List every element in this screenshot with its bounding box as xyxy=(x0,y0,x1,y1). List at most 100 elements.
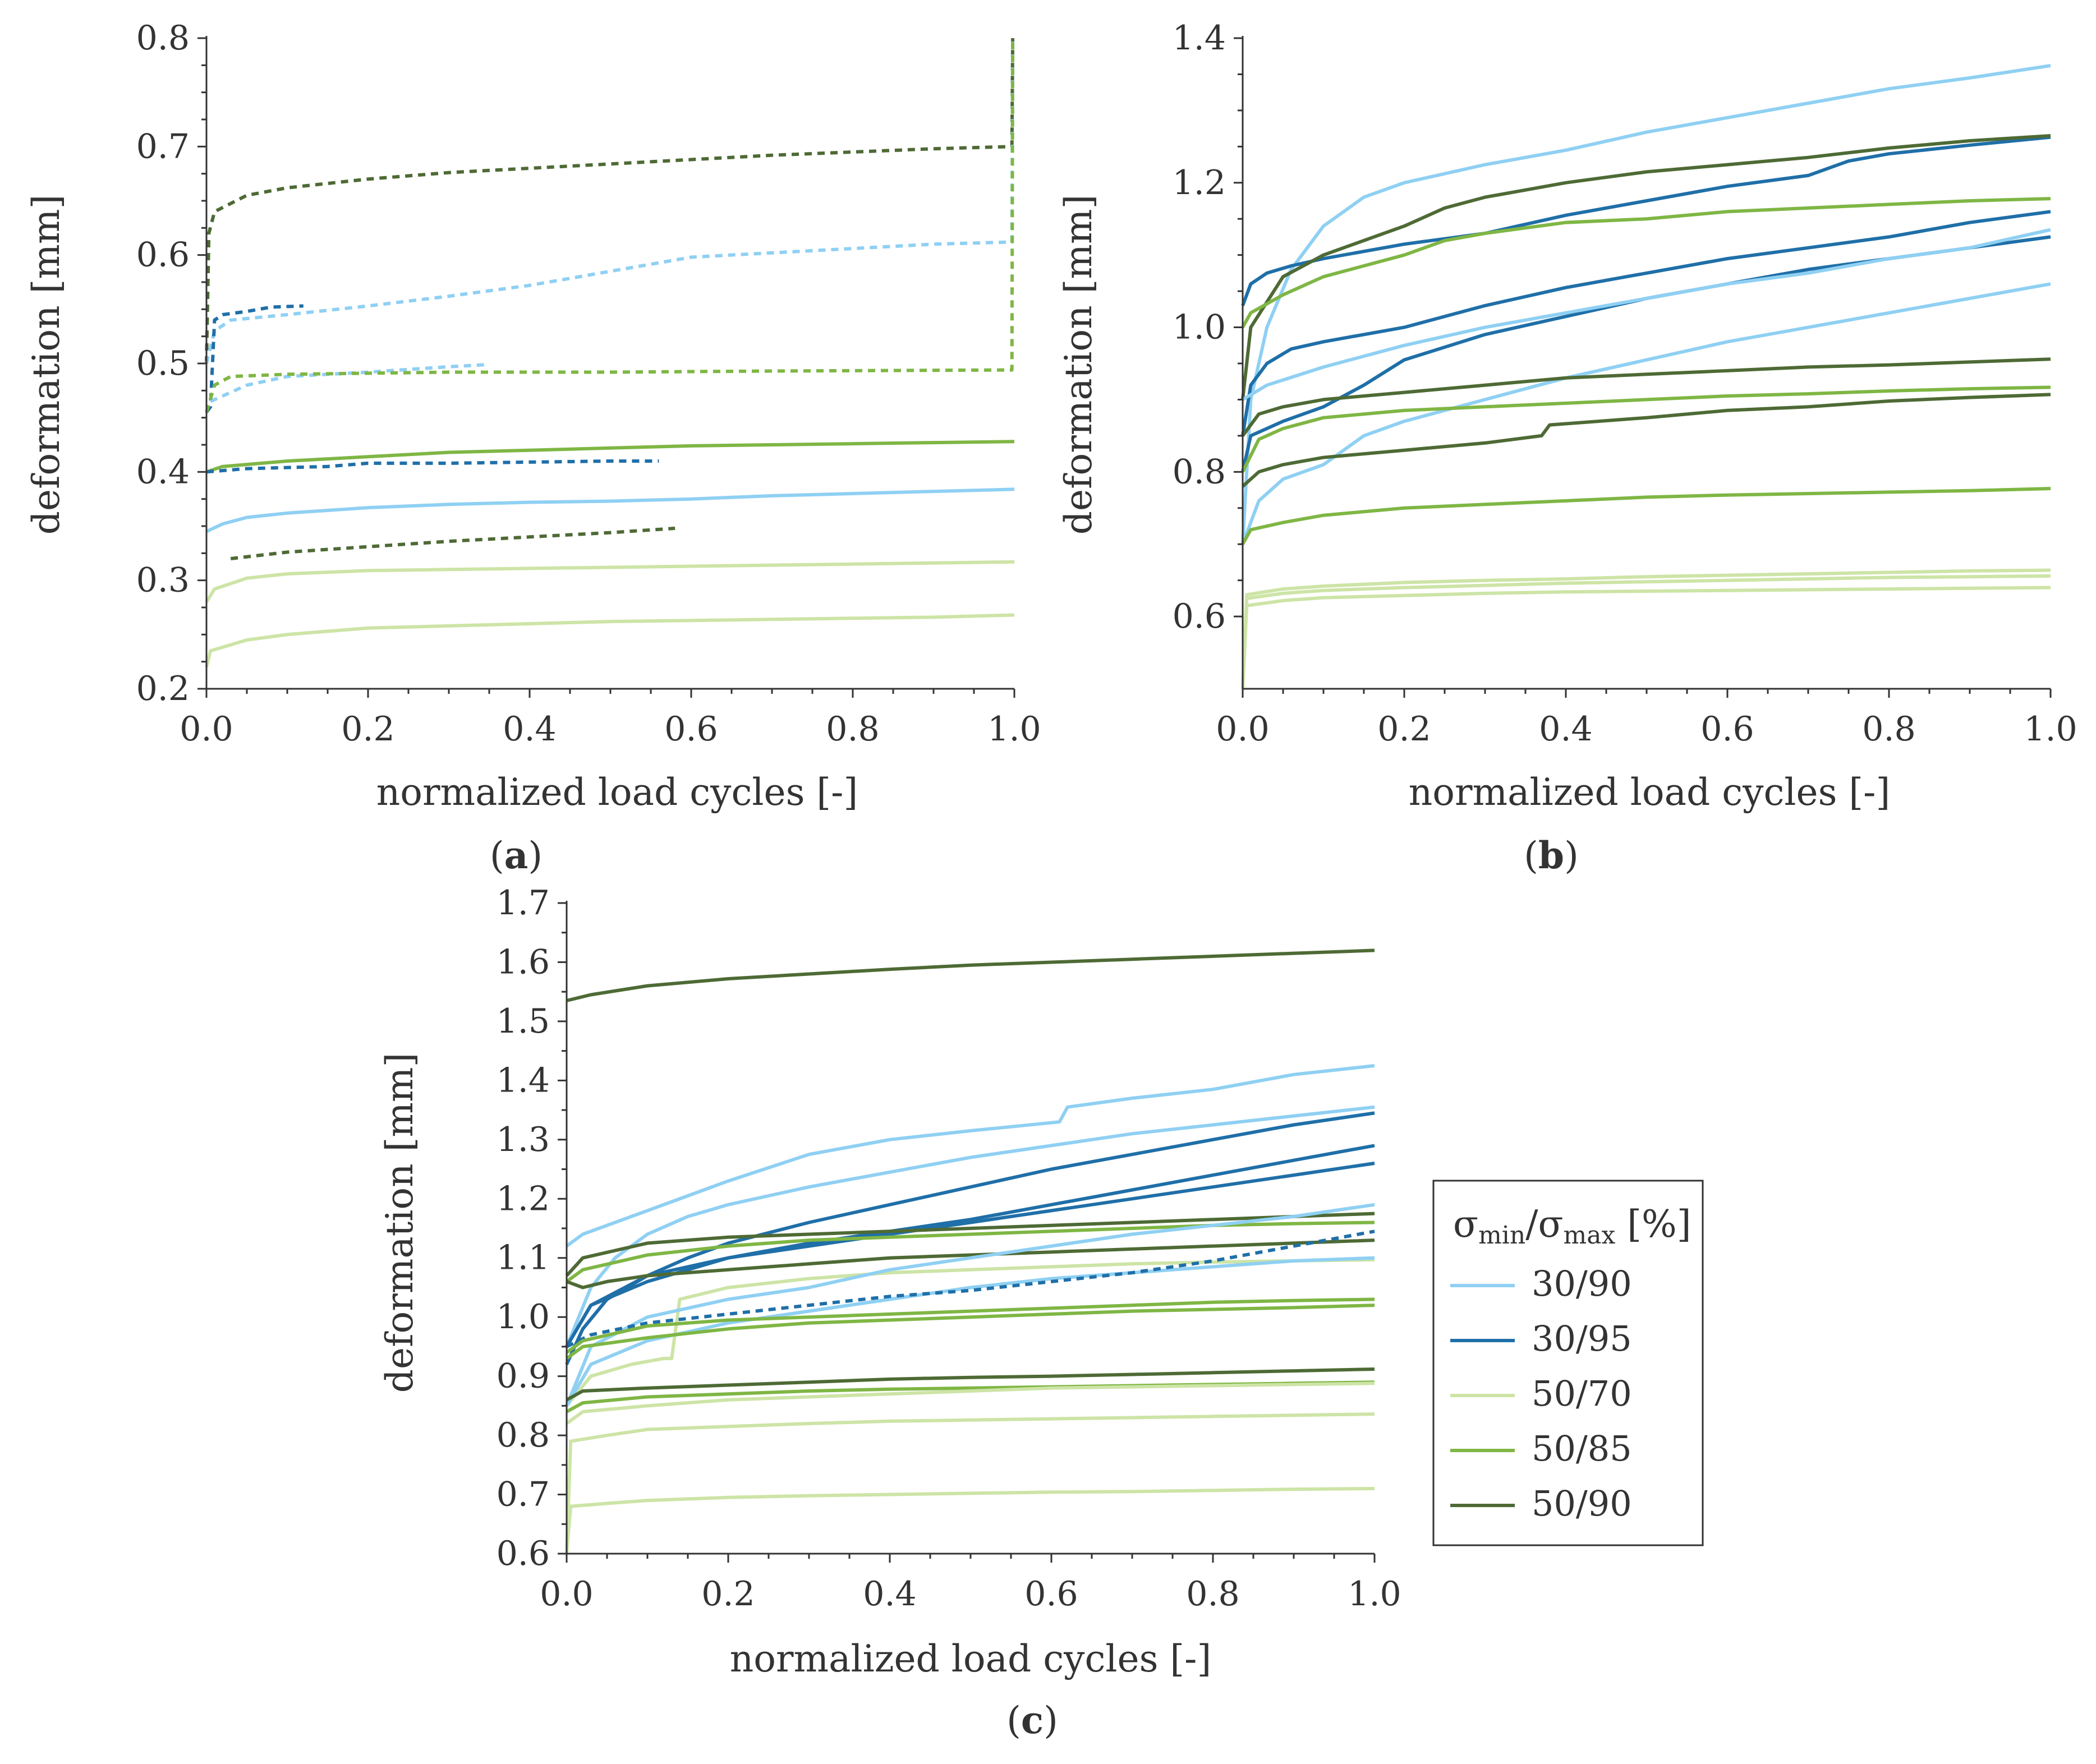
chart-c-x-tick-label: 0.4 xyxy=(863,1574,916,1614)
chart-c-series-30-90-line-11 xyxy=(565,1203,1375,1407)
chart-a-x-tick-label: 0.4 xyxy=(503,710,556,749)
chart-c-y-tick-label: 1.0 xyxy=(497,1297,550,1337)
chart-c-y-tick-label: 0.8 xyxy=(497,1416,550,1455)
legend-label-30-95: 30/95 xyxy=(1532,1318,1632,1359)
chart-c-y-tick-label: 0.6 xyxy=(497,1534,550,1573)
chart-a-x-tick-label: 0.8 xyxy=(826,710,879,749)
chart-a-panel-label: (a) xyxy=(490,833,543,877)
chart-a-series-50-85-line-5 xyxy=(206,440,1015,474)
legend-label-50-90: 50/90 xyxy=(1532,1483,1632,1524)
chart-b-series-50-90-line-8 xyxy=(1241,357,2051,437)
chart-a-x-tick-label: 0.0 xyxy=(180,710,233,749)
chart-b-y-tick-label: 1.4 xyxy=(1173,19,1226,58)
chart-b-y-tick-label: 1.0 xyxy=(1173,308,1226,347)
chart-c-y-tick-label: 1.3 xyxy=(497,1120,550,1159)
chart-a-series-50-70-line-10 xyxy=(205,613,1015,668)
chart-panel-c: 0.60.70.80.91.01.11.21.31.41.51.61.70.0 0… xyxy=(378,883,1401,1742)
chart-c-series-50-70-line-19 xyxy=(565,1487,1375,1554)
chart-c-marks: 0.60.70.80.91.01.11.21.31.41.51.61.70.0 0… xyxy=(497,883,1401,1614)
chart-a-series-50-70-line-9 xyxy=(205,560,1015,603)
chart-a-y-tick-label: 0.5 xyxy=(136,344,190,383)
chart-c-y-tick-label: 1.4 xyxy=(497,1061,550,1100)
chart-c-series-50-70-line-17 xyxy=(566,1381,1375,1425)
chart-b-series-50-90-line-2 xyxy=(1241,134,2051,400)
chart-b-series-30-95-line-1 xyxy=(1241,135,2051,306)
legend-label-50-85: 50/85 xyxy=(1532,1428,1632,1469)
legend-entries: 30/90 30/95 50/70 50/85 50/90 xyxy=(1450,1263,1632,1524)
chart-c-x-tick-label: 0.2 xyxy=(701,1574,755,1614)
chart-c-series-50-85-line-13 xyxy=(566,1297,1375,1354)
chart-b-series-50-85-line-11 xyxy=(1241,487,2051,545)
chart-a-y-tick-label: 0.7 xyxy=(136,127,190,166)
chart-b-series-50-70-line-12 xyxy=(1241,568,2051,689)
chart-panel-b: 0.6 0.8 1.0 1.2 1.4 0.0 0.2 0.4 0.6 0.8 1.0 normal… xyxy=(1057,19,2077,877)
chart-c-y-tick-label: 0.7 xyxy=(497,1475,550,1514)
chart-b-series-50-70-line-14 xyxy=(1241,586,2051,689)
legend-label-30-90: 30/90 xyxy=(1532,1263,1632,1304)
chart-c-series-50-70-line-9 xyxy=(565,1258,1375,1407)
chart-c-y-tick-label: 1.5 xyxy=(497,1002,550,1041)
chart-b-series-50-85-line-3 xyxy=(1241,197,2051,329)
chart-b-x-tick-label: 0.8 xyxy=(1862,710,1915,749)
chart-b-series-30-95-line-4 xyxy=(1241,210,2051,436)
chart-a-ylabel: deformation [mm] xyxy=(25,195,68,535)
chart-a-series-50-90-line-8 xyxy=(230,526,675,560)
chart-c-x-tick-label: 0.8 xyxy=(1186,1574,1239,1614)
chart-a-series-50-85-line-4 xyxy=(205,38,1015,413)
chart-a-xlabel: normalized load cycles [-] xyxy=(376,771,858,814)
chart-c-ylabel: deformation [mm] xyxy=(378,1053,421,1393)
chart-c-series-50-90-line-0 xyxy=(566,948,1375,1002)
chart-c-series-30-90-line-1 xyxy=(566,1064,1375,1248)
chart-b-x-tick-label: 0.4 xyxy=(1539,710,1592,749)
chart-b-x-tick-label: 1.0 xyxy=(2024,710,2077,749)
chart-b-series-30-90-line-0 xyxy=(1241,64,2051,545)
chart-b-series-50-70-line-13 xyxy=(1241,574,2051,689)
chart-c-series-30-90-line-2 xyxy=(565,1105,1375,1348)
chart-b-ylabel: deformation [mm] xyxy=(1057,195,1100,535)
chart-c-series-50-90-line-6 xyxy=(565,1212,1375,1277)
chart-c-y-tick-label: 0.9 xyxy=(497,1357,550,1396)
chart-a-y-tick-label: 0.3 xyxy=(136,561,190,600)
legend-title: σmin/σmax [%] xyxy=(1453,1203,1691,1250)
chart-b-series-50-90-line-10 xyxy=(1241,393,2051,488)
chart-a-x-tick-label: 1.0 xyxy=(987,710,1041,749)
chart-c-series-50-85-line-14 xyxy=(566,1304,1375,1360)
chart-b-y-tick-label: 1.2 xyxy=(1173,163,1226,202)
chart-b-x-tick-label: 0.6 xyxy=(1700,710,1754,749)
chart-a-series-30-90-line-7 xyxy=(205,487,1015,533)
chart-c-x-tick-label: 0.6 xyxy=(1024,1574,1078,1614)
chart-b-series-50-85-line-9 xyxy=(1241,385,2051,473)
chart-c-series-50-90-line-15 xyxy=(566,1367,1375,1402)
chart-a-marks: 0.20.30.40.50.60.70.80.0 0.2 0.4 0.6 0.8 1.0 xyxy=(136,19,1041,749)
chart-a-series-30-95-line-2 xyxy=(205,304,304,413)
chart-a-x-tick-label: 0.6 xyxy=(664,710,718,749)
chart-c-series-30-90-line-10 xyxy=(565,1256,1375,1407)
chart-c-series-30-95-line-4 xyxy=(565,1144,1375,1348)
chart-a-y-tick-label: 0.2 xyxy=(136,669,190,708)
chart-c-y-tick-label: 1.7 xyxy=(497,883,550,923)
chart-b-x-tick-label: 0.2 xyxy=(1377,710,1431,749)
chart-panel-a: 0.20.30.40.50.60.70.80.0 0.2 0.4 0.6 0.8 1.0 … xyxy=(25,19,1041,877)
chart-c-y-tick-label: 1.1 xyxy=(497,1238,550,1278)
chart-a-series-30-95-line-6 xyxy=(206,459,659,474)
chart-b-series-30-90-line-6 xyxy=(1242,228,2051,401)
legend-label-50-70: 50/70 xyxy=(1532,1373,1632,1414)
chart-c-panel-label: (c) xyxy=(1006,1698,1058,1742)
legend: σmin/σmax [%] 30/90 30/95 50/70 50/85 50/90 xyxy=(1432,1180,1704,1546)
chart-b-y-tick-label: 0.6 xyxy=(1173,597,1226,636)
chart-c-xlabel: normalized load cycles [-] xyxy=(730,1637,1211,1680)
chart-b-x-tick-label: 0.0 xyxy=(1216,710,1269,749)
legend-box xyxy=(1432,1180,1704,1546)
chart-c-y-tick-label: 1.6 xyxy=(497,942,550,982)
chart-c-series-50-70-line-18 xyxy=(565,1412,1375,1554)
chart-b-panel-label: (b) xyxy=(1524,833,1579,877)
chart-a-series-30-90-line-3 xyxy=(209,362,490,403)
chart-c-series-50-90-line-8 xyxy=(566,1238,1375,1289)
chart-b-marks: 0.6 0.8 1.0 1.2 1.4 0.0 0.2 0.4 0.6 0.8 1.0 xyxy=(1173,19,2077,749)
chart-b-y-tick-label: 0.8 xyxy=(1173,452,1226,491)
chart-b-series-30-90-line-7 xyxy=(1241,282,2051,545)
chart-a-y-tick-label: 0.8 xyxy=(136,19,190,58)
chart-b-xlabel: normalized load cycles [-] xyxy=(1409,771,1890,814)
chart-c-y-tick-label: 1.2 xyxy=(497,1179,550,1218)
